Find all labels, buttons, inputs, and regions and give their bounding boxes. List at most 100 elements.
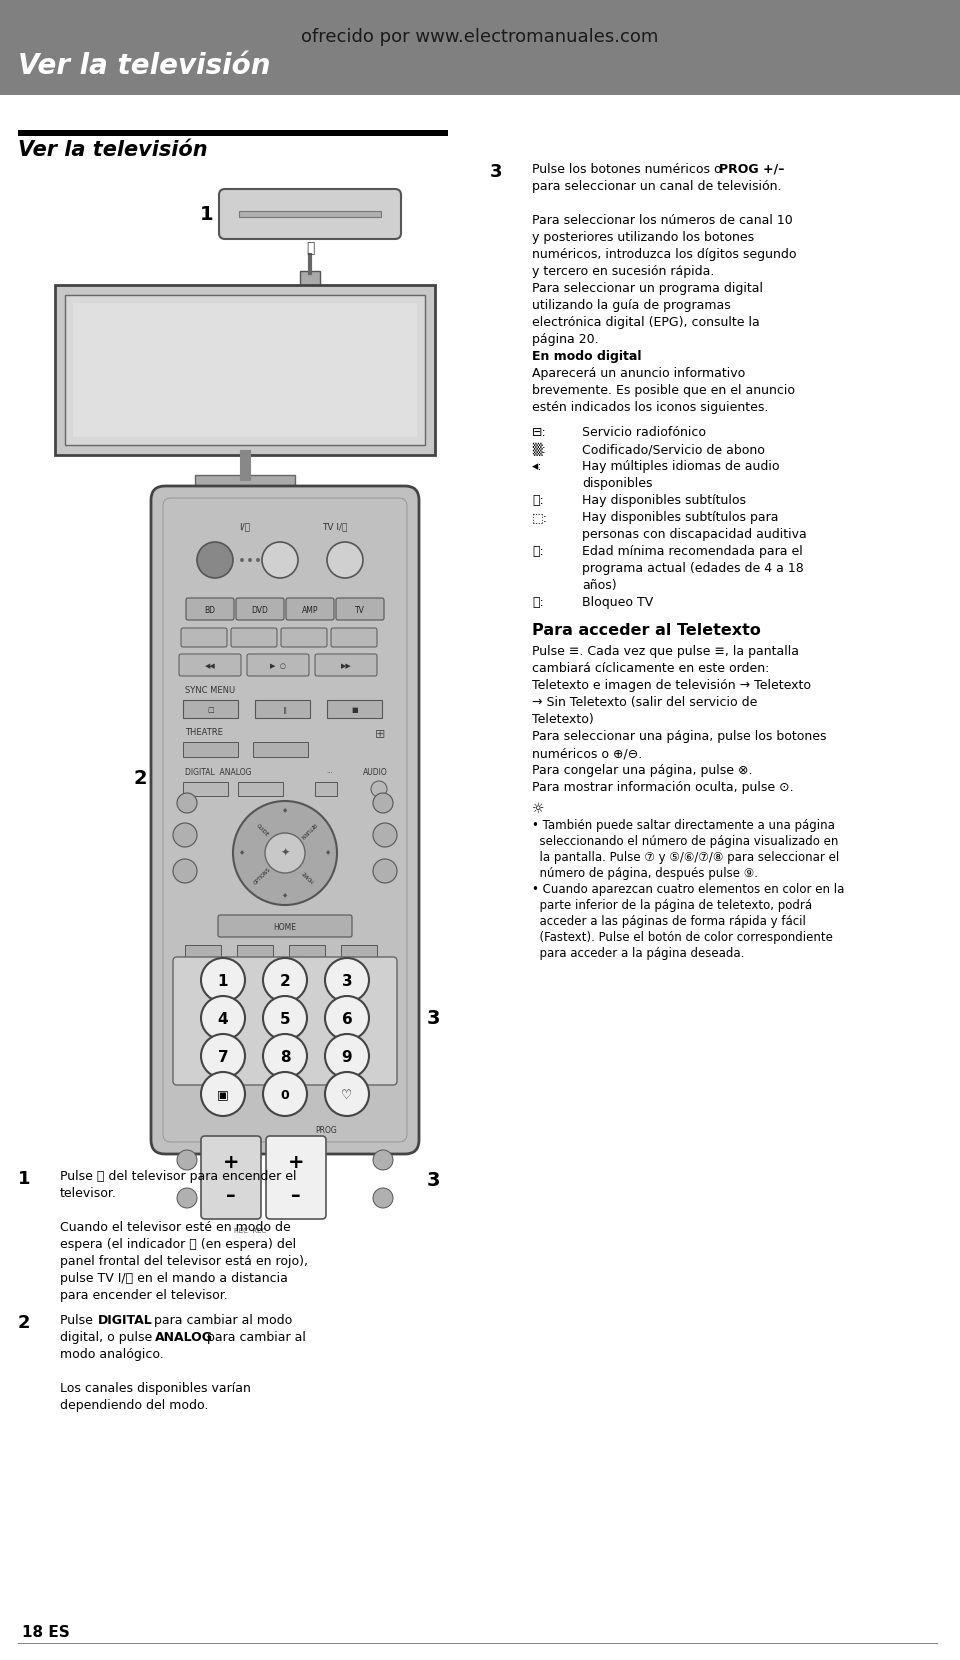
Circle shape — [201, 1034, 245, 1077]
Text: 5: 5 — [279, 1011, 290, 1026]
Text: +: + — [223, 1152, 239, 1172]
FancyBboxPatch shape — [219, 189, 401, 239]
Text: Para seleccionar un programa digital: Para seleccionar un programa digital — [532, 282, 763, 295]
Text: ⊞: ⊞ — [374, 729, 385, 740]
Text: AMP: AMP — [301, 606, 319, 614]
Text: Servicio radiofónico: Servicio radiofónico — [582, 427, 706, 438]
Text: –: – — [291, 1185, 300, 1205]
Text: número de página, después pulse ⑨.: número de página, después pulse ⑨. — [532, 867, 758, 880]
Bar — [73, 304, 417, 437]
Circle shape — [373, 858, 397, 883]
Text: ⏻: ⏻ — [306, 241, 314, 256]
Bar — [341, 945, 377, 958]
Text: Teletexto): Teletexto) — [532, 714, 593, 725]
Text: 6: 6 — [342, 1011, 352, 1026]
Bar — [289, 945, 325, 958]
FancyBboxPatch shape — [201, 1135, 261, 1218]
Circle shape — [325, 996, 369, 1041]
Circle shape — [233, 802, 337, 905]
Text: I/⏻: I/⏻ — [239, 521, 251, 531]
Text: ANALOG: ANALOG — [155, 1331, 213, 1345]
FancyBboxPatch shape — [181, 627, 227, 647]
FancyBboxPatch shape — [236, 598, 284, 619]
Text: 0: 0 — [280, 1089, 289, 1102]
Text: la pantalla. Pulse ⑦ y ⑤/⑥/⑦/⑧ para seleccionar el: la pantalla. Pulse ⑦ y ⑤/⑥/⑦/⑧ para sele… — [532, 852, 839, 863]
Text: PROG: PROG — [315, 1125, 337, 1135]
Text: ‖: ‖ — [279, 707, 287, 714]
Circle shape — [327, 543, 363, 578]
Text: 7: 7 — [218, 1049, 228, 1064]
Circle shape — [256, 558, 260, 563]
Text: REC  REC: REC REC — [234, 1228, 266, 1233]
Text: 2: 2 — [133, 769, 147, 787]
Text: ◆: ◆ — [283, 893, 287, 898]
Text: +: + — [288, 1152, 304, 1172]
Bar — [55, 286, 435, 455]
Text: ⬛:: ⬛: — [532, 596, 543, 609]
Text: 3: 3 — [427, 1009, 441, 1028]
Text: 2: 2 — [18, 1315, 31, 1331]
Text: □: □ — [207, 707, 214, 714]
Text: Para seleccionar los números de canal 10: Para seleccionar los números de canal 10 — [532, 214, 793, 227]
Text: Para congelar una página, pulse ⊗.: Para congelar una página, pulse ⊗. — [532, 764, 753, 777]
Text: Los canales disponibles varían: Los canales disponibles varían — [60, 1383, 251, 1394]
Text: (Fastext). Pulse el botón de color correspondiente: (Fastext). Pulse el botón de color corre… — [532, 931, 833, 945]
Circle shape — [201, 996, 245, 1041]
Bar — [300, 271, 320, 286]
Text: • También puede saltar directamente a una página: • También puede saltar directamente a un… — [532, 818, 835, 832]
Text: seleccionando el número de página visualizado en: seleccionando el número de página visual… — [532, 835, 838, 848]
Text: brevemente. Es posible que en el anuncio: brevemente. Es posible que en el anuncio — [532, 383, 795, 397]
Text: RETURN: RETURN — [299, 822, 317, 838]
Circle shape — [371, 780, 387, 797]
Text: panel frontal del televisor está en rojo),: panel frontal del televisor está en rojo… — [60, 1255, 308, 1268]
Text: cambiará cíclicamente en este orden:: cambiará cíclicamente en este orden: — [532, 662, 769, 676]
Text: Pulse los botones numéricos o: Pulse los botones numéricos o — [532, 163, 726, 176]
Circle shape — [325, 1072, 369, 1116]
Circle shape — [201, 1072, 245, 1116]
Text: para acceder a la página deseada.: para acceder a la página deseada. — [532, 946, 744, 959]
Text: OPTIONS: OPTIONS — [252, 867, 272, 885]
Text: modo analógico.: modo analógico. — [60, 1348, 164, 1361]
Bar — [183, 701, 238, 719]
Circle shape — [173, 858, 197, 883]
Bar — [253, 742, 308, 757]
Text: página 20.: página 20. — [532, 334, 599, 345]
Circle shape — [177, 793, 197, 813]
Text: y tercero en sucesión rápida.: y tercero en sucesión rápida. — [532, 266, 714, 277]
FancyBboxPatch shape — [281, 627, 327, 647]
Bar — [195, 475, 295, 486]
Text: → Sin Teletexto (salir del servicio de: → Sin Teletexto (salir del servicio de — [532, 696, 757, 709]
Text: Hay disponibles subtítulos para: Hay disponibles subtítulos para — [582, 511, 779, 525]
Bar — [0, 0, 960, 95]
Bar — [255, 701, 310, 719]
Text: ◆: ◆ — [325, 850, 330, 855]
Circle shape — [173, 823, 197, 847]
Text: 8: 8 — [279, 1049, 290, 1064]
Text: parte inferior de la página de teletexto, podrá: parte inferior de la página de teletexto… — [532, 900, 812, 911]
Text: Pulse ≡. Cada vez que pulse ≡, la pantalla: Pulse ≡. Cada vez que pulse ≡, la pantal… — [532, 646, 799, 657]
Text: para seleccionar un canal de televisión.: para seleccionar un canal de televisión. — [532, 179, 781, 193]
Text: para cambiar al modo: para cambiar al modo — [150, 1315, 292, 1326]
Text: Pulse ⏻ del televisor para encender el: Pulse ⏻ del televisor para encender el — [60, 1170, 297, 1184]
Circle shape — [373, 1189, 393, 1208]
Text: ▶▶: ▶▶ — [341, 662, 351, 669]
Text: SYNC MENU: SYNC MENU — [185, 686, 235, 696]
FancyBboxPatch shape — [231, 627, 277, 647]
Text: 1: 1 — [18, 1170, 31, 1189]
Circle shape — [197, 543, 233, 578]
Text: HOME: HOME — [274, 923, 297, 931]
Bar — [18, 129, 448, 136]
Text: ☼: ☼ — [532, 802, 544, 817]
Text: DIGITAL  ANALOG: DIGITAL ANALOG — [185, 769, 252, 777]
Text: dependiendo del modo.: dependiendo del modo. — [60, 1399, 208, 1413]
FancyBboxPatch shape — [247, 654, 309, 676]
Text: • Cuando aparezcan cuatro elementos en color en la: • Cuando aparezcan cuatro elementos en c… — [532, 883, 845, 896]
Text: ⑱:: ⑱: — [532, 544, 543, 558]
Text: ◂:: ◂: — [532, 460, 542, 473]
Text: estén indicados los iconos siguientes.: estén indicados los iconos siguientes. — [532, 402, 768, 413]
Circle shape — [240, 558, 244, 563]
Text: ♡: ♡ — [342, 1089, 352, 1102]
Text: En modo digital: En modo digital — [532, 350, 641, 364]
FancyBboxPatch shape — [286, 598, 334, 619]
Text: 1: 1 — [200, 204, 213, 224]
